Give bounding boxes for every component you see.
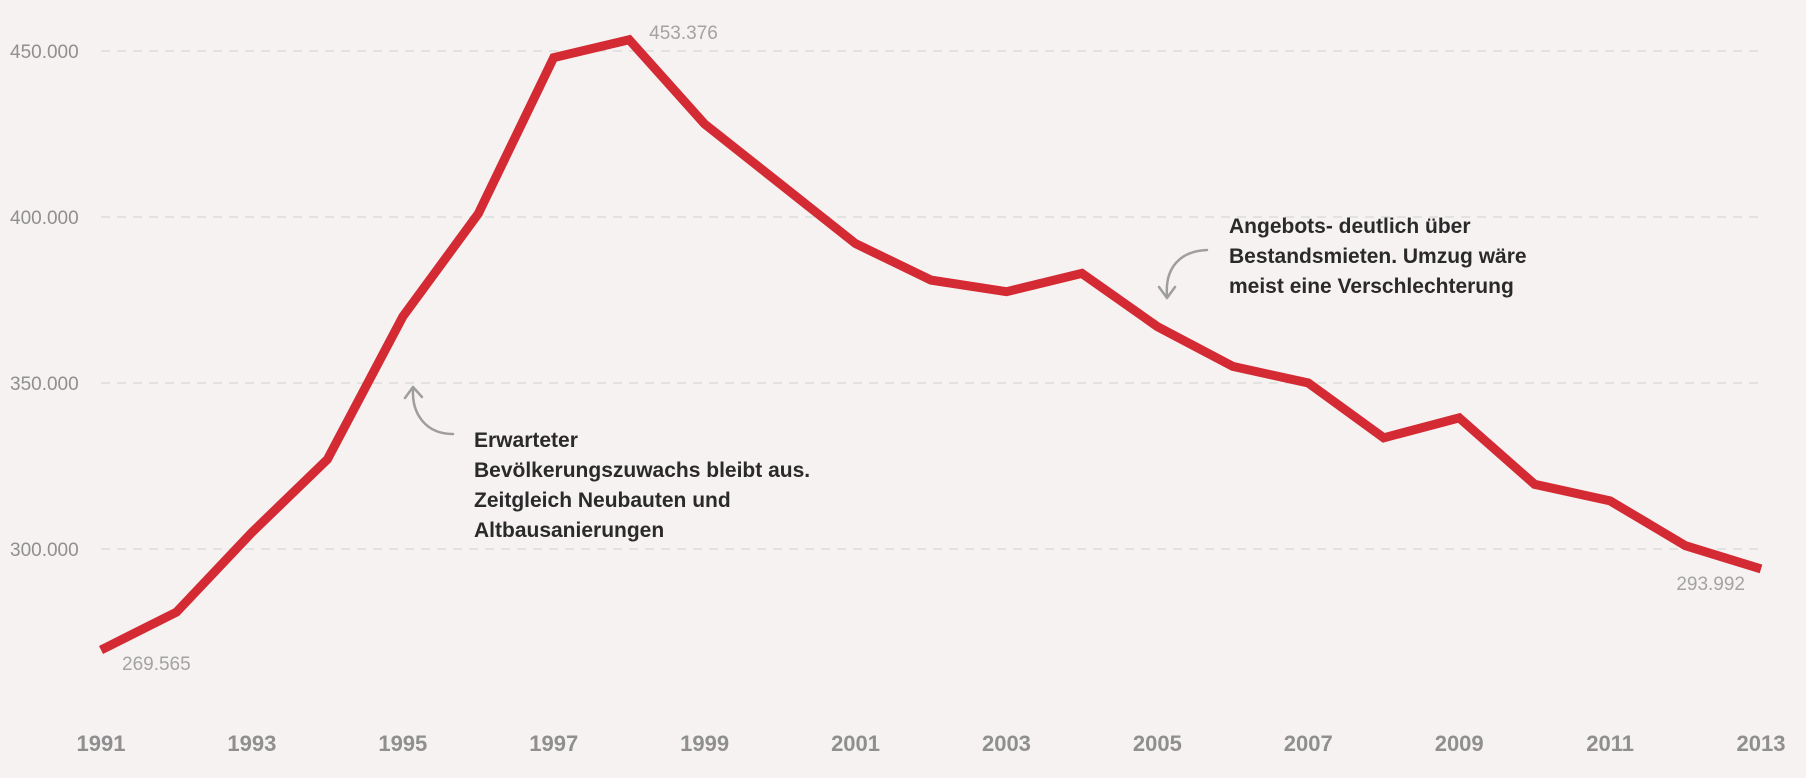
annotation-1-line: Altbausanierungen xyxy=(474,519,664,542)
x-tick-label: 2013 xyxy=(1737,731,1786,756)
x-tick-label: 1995 xyxy=(378,731,427,756)
x-tick-label: 1999 xyxy=(680,731,729,756)
y-tick-label: 400.000 xyxy=(10,208,79,229)
annotation-2-line: Angebots- deutlich über xyxy=(1229,215,1471,238)
y-axis: 300.000 350.000 400.000 450.000 xyxy=(10,42,79,561)
grid-layer xyxy=(101,50,1762,550)
data-labels: 269.565 453.376 293.992 xyxy=(122,23,1745,675)
y-tick-label: 300.000 xyxy=(10,540,79,561)
annotation-1-line: Erwarteter xyxy=(474,429,578,452)
x-axis: 1991 1993 1995 1997 1999 2001 2003 2005 2007 2009… xyxy=(77,731,1786,756)
data-label: 269.565 xyxy=(122,654,191,675)
annotation-2-line: Bestandsmieten. Umzug wäre xyxy=(1229,245,1527,268)
x-tick-label: 2009 xyxy=(1435,731,1484,756)
annotation-population: Erwarteter Bevölkerungszuwachs bleibt au… xyxy=(403,385,816,542)
x-tick-label: 2005 xyxy=(1133,731,1182,756)
annotation-1-line: Bevölkerungszuwachs bleibt aus. xyxy=(474,459,810,482)
y-tick-label: 450.000 xyxy=(10,42,79,63)
x-tick-label: 1997 xyxy=(529,731,578,756)
curved-arrow-up-icon xyxy=(411,388,455,436)
x-tick-label: 1993 xyxy=(227,731,276,756)
arrowhead-up-icon xyxy=(403,385,424,400)
curved-arrow-down-icon xyxy=(1165,248,1209,297)
annotation-2-line: meist eine Verschlechterung xyxy=(1229,275,1514,298)
svg-text:Angebots- deutlich über: Angebots- deutlich über Bestandsmieten. … xyxy=(1229,215,1532,298)
y-tick-label: 350.000 xyxy=(10,374,79,395)
x-tick-label: 1991 xyxy=(77,731,126,756)
data-label: 293.992 xyxy=(1676,574,1745,595)
x-tick-label: 2003 xyxy=(982,731,1031,756)
x-tick-label: 2001 xyxy=(831,731,880,756)
series-line xyxy=(98,34,1763,655)
series-layer xyxy=(98,34,1763,655)
arrowhead-down-icon xyxy=(1157,285,1177,300)
svg-text:Erwarteter Bevölkerungsz: Erwarteter Bevölkerungszuwachs bleibt au… xyxy=(474,429,816,542)
annotation-1-line: Zeitgleich Neubauten und xyxy=(474,489,731,512)
data-label: 453.376 xyxy=(649,23,718,44)
x-tick-label: 2007 xyxy=(1284,731,1333,756)
annotation-rents: Angebots- deutlich über Bestandsmieten. … xyxy=(1157,215,1532,300)
x-tick-label: 2011 xyxy=(1586,731,1634,756)
